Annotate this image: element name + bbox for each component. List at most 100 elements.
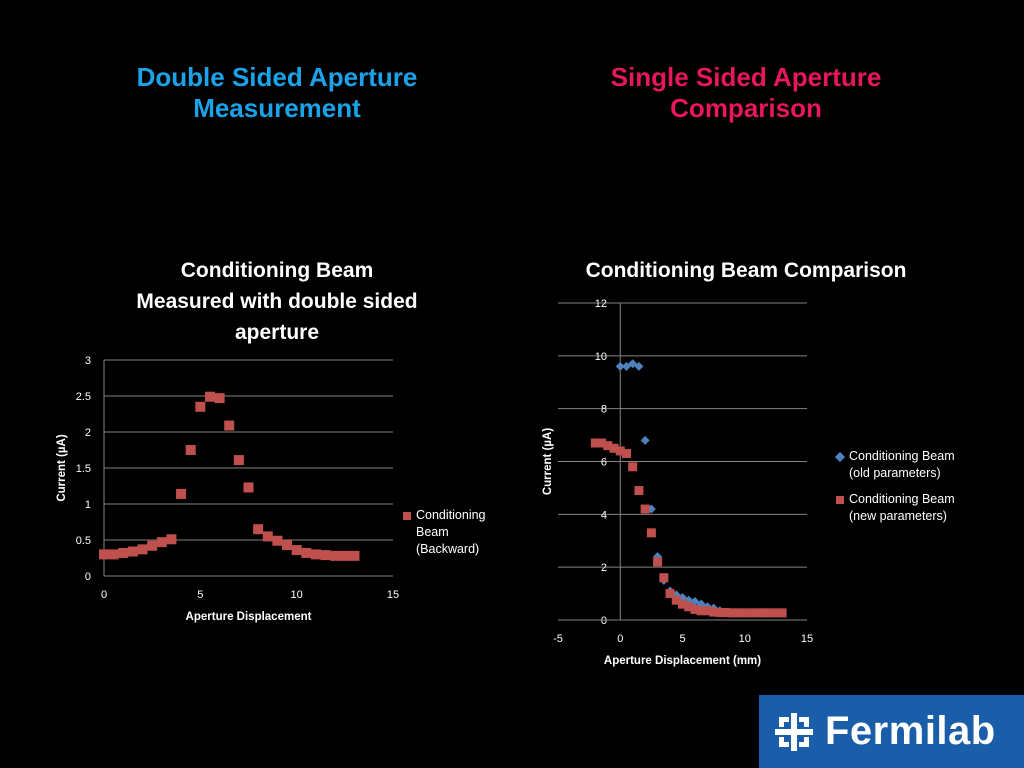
data-point-square xyxy=(301,547,312,558)
x-tick-label: 5 xyxy=(197,589,203,601)
data-point-square xyxy=(349,550,360,561)
x-axis-title: Aperture Displacement xyxy=(186,611,312,623)
chart1-title-line: Measured with double sided xyxy=(136,290,418,313)
legend-label: (new parameters) xyxy=(849,509,947,523)
x-tick-label: 15 xyxy=(801,633,813,645)
data-point-square xyxy=(734,608,744,618)
y-tick-label: 2.5 xyxy=(76,391,91,403)
data-point-square xyxy=(709,607,719,617)
chart1-title-line: Conditioning Beam xyxy=(180,259,374,282)
y-tick-label: 2 xyxy=(85,427,91,439)
legend-label: Conditioning Beam xyxy=(849,492,955,506)
legend-label: (old parameters) xyxy=(849,466,941,480)
heading-double-sided: Double Sided Aperture Measurement xyxy=(67,62,487,124)
y-tick-label: 2 xyxy=(601,562,607,574)
data-point-square xyxy=(176,488,187,499)
heading-single-sided: Single Sided Aperture Comparison xyxy=(536,62,956,124)
heading-line: Measurement xyxy=(193,93,361,123)
data-point-square xyxy=(771,608,781,618)
y-tick-label: 1 xyxy=(85,499,91,511)
data-point-square xyxy=(597,438,607,448)
legend-entry: Conditioning Beam (old parameters) xyxy=(834,448,966,482)
chart1-title: Conditioning Beam Measured with double s… xyxy=(102,255,452,348)
legend-label: (Backward) xyxy=(416,542,480,556)
data-point-square xyxy=(330,550,341,561)
y-tick-label: 8 xyxy=(601,404,607,416)
fermilab-logo-icon xyxy=(775,712,813,751)
data-point-square xyxy=(272,535,283,546)
data-point-square xyxy=(156,537,167,548)
data-point-square xyxy=(195,401,206,412)
data-point-square xyxy=(740,608,750,618)
data-point-square xyxy=(282,540,293,551)
data-point-square xyxy=(659,573,669,583)
data-point-square xyxy=(615,446,625,456)
data-point-square xyxy=(166,534,177,545)
y-tick-label: 10 xyxy=(595,351,607,363)
data-point-square xyxy=(640,504,650,514)
data-point-square xyxy=(137,544,148,555)
data-point-square xyxy=(99,549,109,560)
legend-label: Beam xyxy=(416,525,449,539)
data-point-square xyxy=(127,546,138,557)
chart2-title: Conditioning Beam Comparison xyxy=(560,255,932,286)
data-point-square xyxy=(665,589,675,599)
chart2-title-line: Conditioning Beam Comparison xyxy=(585,259,907,282)
data-point-square xyxy=(243,482,254,493)
data-point-square xyxy=(765,608,775,618)
legend-label: Conditioning xyxy=(416,508,486,522)
legend-diamond-marker xyxy=(834,451,846,463)
x-tick-label: 0 xyxy=(617,633,623,645)
data-point-square xyxy=(721,608,731,618)
x-tick-label: 10 xyxy=(291,589,303,601)
legend-square-marker xyxy=(836,496,844,504)
data-point-square xyxy=(628,462,638,472)
logo-text: Fermilab xyxy=(825,709,996,753)
data-point-square xyxy=(147,540,158,551)
data-point-square xyxy=(634,486,644,496)
y-tick-label: 12 xyxy=(595,298,607,310)
legend-label: Conditioning Beam xyxy=(849,449,955,463)
data-point-square xyxy=(715,608,725,618)
chart1-legend: Conditioning Beam (Backward) xyxy=(403,507,503,558)
y-tick-label: 6 xyxy=(601,457,607,469)
y-tick-label: 0 xyxy=(85,571,91,583)
y-tick-label: 1.5 xyxy=(76,463,91,475)
y-tick-label: 3 xyxy=(85,355,91,367)
data-point-square xyxy=(590,438,600,448)
data-point-square xyxy=(320,550,331,561)
x-tick-label: 5 xyxy=(679,633,685,645)
data-point-square xyxy=(253,524,264,535)
data-point-square xyxy=(690,604,700,614)
data-point-square xyxy=(185,445,196,455)
legend-entry: Conditioning Beam (new parameters) xyxy=(836,491,966,525)
heading-line: Comparison xyxy=(670,93,822,123)
data-point-square xyxy=(233,455,244,466)
data-point-square xyxy=(603,441,613,451)
data-point-square xyxy=(621,449,631,459)
legend-entry: Conditioning Beam (Backward) xyxy=(403,507,503,558)
data-point-square xyxy=(684,602,694,612)
y-tick-label: 0.5 xyxy=(76,535,91,547)
heading-line: Double Sided Aperture xyxy=(136,62,418,92)
x-axis-title: Aperture Displacement (mm) xyxy=(604,655,761,667)
data-point-square xyxy=(609,443,619,453)
chart1-title-line: aperture xyxy=(234,321,320,344)
data-point-square xyxy=(646,528,656,538)
data-point-square xyxy=(204,391,215,402)
y-axis-title: Current (µA) xyxy=(542,428,554,495)
data-point-square xyxy=(727,608,737,618)
data-point-square xyxy=(108,549,119,560)
x-tick-label: 0 xyxy=(101,589,107,601)
data-point-square xyxy=(696,606,706,616)
heading-line: Single Sided Aperture xyxy=(610,62,882,92)
y-tick-label: 4 xyxy=(601,509,607,521)
data-point-square xyxy=(758,608,768,618)
legend-square-marker xyxy=(403,512,411,520)
fermilab-logo: Fermilab xyxy=(759,695,1024,768)
data-point-square xyxy=(224,420,235,431)
data-point-square xyxy=(678,599,687,609)
data-point-square xyxy=(310,549,321,560)
y-tick-label: 0 xyxy=(601,615,607,627)
